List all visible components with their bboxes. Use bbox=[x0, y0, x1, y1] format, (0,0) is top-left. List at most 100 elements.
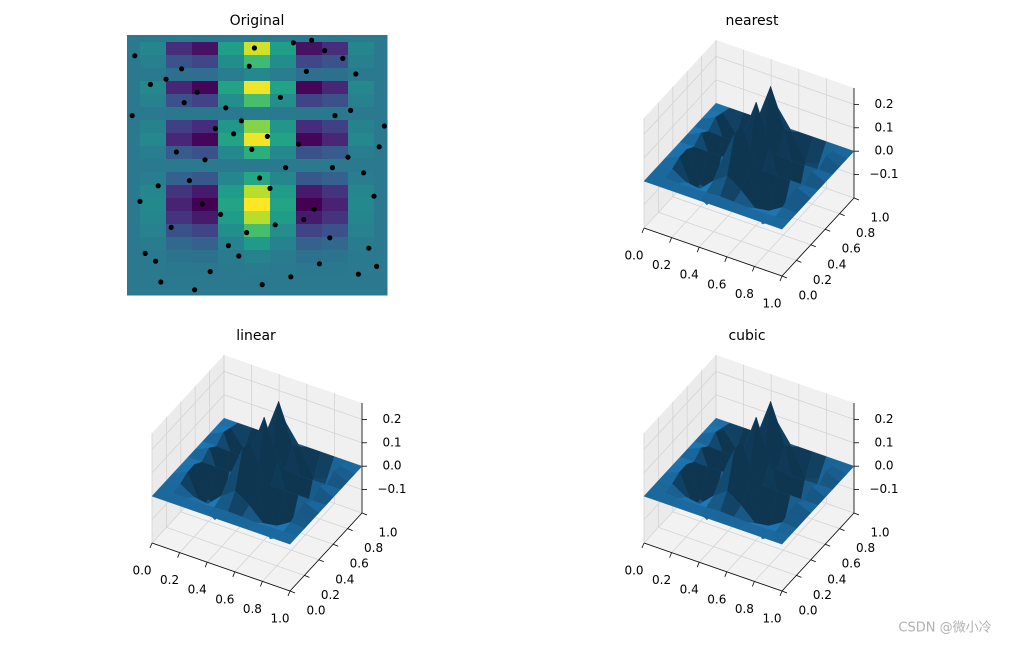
tick-mark bbox=[796, 260, 802, 263]
heat-cell bbox=[140, 41, 167, 55]
grid-line bbox=[643, 55, 855, 135]
sample-point bbox=[249, 146, 255, 152]
tick-mark bbox=[333, 543, 339, 547]
x-tick-label: 1.0 bbox=[762, 612, 781, 626]
heat-cell bbox=[140, 288, 167, 296]
x-tick-label: 1.0 bbox=[270, 612, 289, 626]
sample-point bbox=[277, 94, 283, 100]
x-tick-label: 0.2 bbox=[652, 573, 671, 587]
heat-cell bbox=[322, 145, 349, 159]
heat-cell bbox=[218, 236, 245, 250]
heat-cell bbox=[348, 54, 375, 68]
axis-line bbox=[643, 542, 783, 592]
heat-cell bbox=[140, 197, 167, 211]
sample-point bbox=[345, 154, 351, 160]
heat-cell bbox=[140, 171, 167, 185]
sample-point bbox=[327, 235, 333, 241]
tick-mark bbox=[779, 275, 783, 282]
tick-mark bbox=[825, 543, 831, 547]
sample-point bbox=[202, 157, 208, 163]
heat-cell bbox=[348, 80, 375, 94]
sample-point bbox=[179, 66, 185, 72]
sample-point bbox=[355, 271, 361, 277]
heat-cell bbox=[127, 262, 141, 276]
heat-cell bbox=[296, 67, 323, 81]
heat-cell bbox=[244, 145, 271, 159]
heat-cell bbox=[192, 67, 219, 81]
grid-line bbox=[658, 417, 797, 576]
heat-cell bbox=[192, 158, 219, 172]
tick-mark bbox=[781, 275, 788, 279]
sample-point bbox=[163, 76, 169, 82]
heat-cell bbox=[140, 67, 167, 81]
heat-cell bbox=[127, 236, 141, 250]
tick-mark bbox=[204, 562, 208, 568]
sample-point bbox=[225, 243, 231, 249]
heat-cell bbox=[296, 119, 323, 133]
x-tick-label: 0.4 bbox=[188, 583, 207, 597]
y-tick-label: 0.8 bbox=[856, 226, 875, 240]
y-tick-label: 0.0 bbox=[306, 604, 325, 618]
heat-cell bbox=[218, 223, 245, 237]
heat-cell bbox=[374, 275, 388, 289]
heat-cell bbox=[192, 223, 219, 237]
x-tick-label: 0.2 bbox=[652, 258, 671, 272]
axis-line bbox=[151, 542, 291, 592]
heat-cell bbox=[166, 184, 193, 198]
heat-cell bbox=[348, 119, 375, 133]
y-tick-label: 0.0 bbox=[798, 604, 817, 618]
heat-cell bbox=[244, 35, 271, 42]
heat-cell bbox=[192, 145, 219, 159]
axis-line bbox=[781, 512, 855, 592]
sample-point bbox=[238, 118, 244, 124]
heat-cell bbox=[296, 236, 323, 250]
heat-cell bbox=[322, 119, 349, 133]
x-tick-label: 1.0 bbox=[762, 297, 781, 311]
x-tick-label: 0.6 bbox=[215, 592, 234, 606]
sample-point bbox=[259, 282, 265, 288]
chart-title: linear bbox=[236, 328, 276, 344]
heat-cell bbox=[140, 119, 167, 133]
heat-cell bbox=[322, 132, 349, 146]
heat-cell bbox=[127, 210, 141, 224]
sample-point bbox=[158, 279, 164, 285]
tick-mark bbox=[825, 228, 831, 232]
heat-cell bbox=[322, 184, 349, 198]
heat-cell bbox=[218, 119, 245, 133]
heat-cell bbox=[270, 93, 297, 107]
tick-mark bbox=[779, 590, 783, 597]
z-tick-label: 0.2 bbox=[874, 97, 893, 111]
heat-cell bbox=[244, 249, 271, 263]
heat-cell bbox=[296, 80, 323, 94]
x-tick-label: 0.2 bbox=[160, 573, 179, 587]
heat-cell bbox=[140, 54, 167, 68]
heat-cell bbox=[348, 106, 375, 120]
tick-mark bbox=[796, 575, 802, 578]
heat-cell bbox=[322, 249, 349, 263]
y-tick-label: 1.0 bbox=[378, 526, 397, 540]
heat-cell bbox=[244, 262, 271, 276]
sample-point bbox=[290, 40, 296, 46]
heat-cell bbox=[348, 262, 375, 276]
heat-cell bbox=[218, 67, 245, 81]
tick-mark bbox=[177, 552, 180, 558]
tick-mark bbox=[839, 528, 845, 531]
heat-cell bbox=[166, 171, 193, 185]
heat-cell bbox=[322, 275, 349, 289]
heat-cell bbox=[244, 80, 271, 94]
heat-cell bbox=[348, 93, 375, 107]
heat-cell bbox=[166, 54, 193, 68]
heat-cell bbox=[374, 288, 388, 296]
heat-cell bbox=[374, 93, 388, 107]
heat-cell bbox=[270, 54, 297, 68]
heat-cell bbox=[296, 93, 323, 107]
heat-cell bbox=[166, 288, 193, 296]
z-tick-label: 0.0 bbox=[874, 144, 893, 158]
heat-cell bbox=[192, 236, 219, 250]
chart-title: Original bbox=[230, 13, 285, 29]
heat-cell bbox=[348, 184, 375, 198]
heat-cell bbox=[140, 132, 167, 146]
y-tick-label: 1.0 bbox=[870, 526, 889, 540]
heat-cell bbox=[192, 41, 219, 55]
sample-point bbox=[236, 253, 242, 259]
